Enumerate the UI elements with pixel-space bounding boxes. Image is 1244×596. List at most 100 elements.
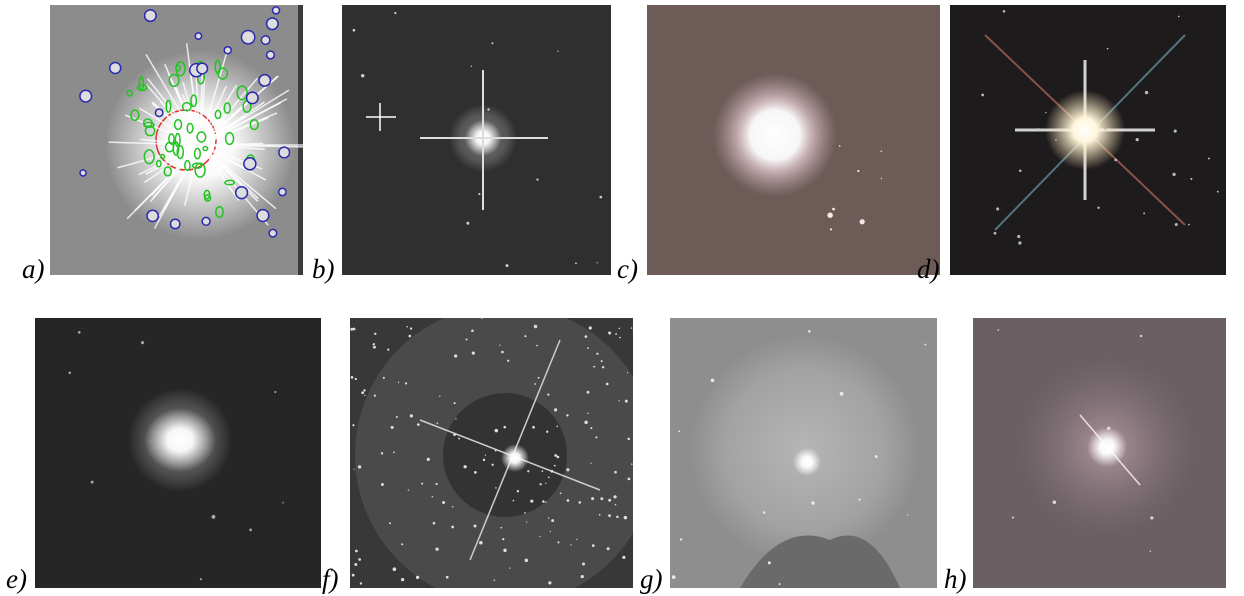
decoration xyxy=(396,416,398,418)
decoration xyxy=(557,541,559,543)
decoration xyxy=(996,207,999,210)
decoration xyxy=(608,499,611,502)
decoration xyxy=(832,208,835,211)
decoration xyxy=(1107,48,1109,50)
decoration xyxy=(1019,170,1022,173)
decoration xyxy=(408,335,411,338)
decoration xyxy=(1104,128,1106,130)
decoration xyxy=(1136,138,1139,141)
decoration xyxy=(110,63,121,74)
panel-label: c) xyxy=(617,254,638,284)
decoration xyxy=(1097,207,1099,209)
panel-image xyxy=(35,318,321,588)
decoration xyxy=(279,188,286,195)
decoration xyxy=(1012,517,1014,519)
decoration xyxy=(394,12,396,14)
decoration xyxy=(80,90,92,102)
decoration xyxy=(581,575,584,578)
decoration xyxy=(487,108,489,110)
decoration xyxy=(619,400,620,401)
panel-label: d) xyxy=(917,254,940,284)
decoration xyxy=(811,501,815,505)
decoration xyxy=(1145,91,1148,94)
decoration xyxy=(1217,191,1219,193)
decoration xyxy=(200,578,202,580)
decoration xyxy=(432,496,433,497)
decoration xyxy=(381,452,383,454)
decoration xyxy=(78,331,81,334)
decoration xyxy=(463,465,466,468)
decoration xyxy=(1017,235,1020,238)
decoration xyxy=(607,547,610,550)
decoration xyxy=(557,51,558,52)
decoration xyxy=(408,489,409,490)
decoration xyxy=(471,66,472,67)
decoration xyxy=(554,465,556,467)
decoration xyxy=(591,497,594,500)
decoration xyxy=(381,483,384,486)
decoration xyxy=(881,178,882,179)
decoration xyxy=(597,262,598,263)
decoration xyxy=(427,458,430,461)
decoration xyxy=(545,483,546,484)
decoration xyxy=(472,351,475,354)
decoration xyxy=(353,469,354,470)
decoration xyxy=(593,366,595,368)
decoration xyxy=(417,423,420,426)
decoration xyxy=(202,217,210,225)
decoration xyxy=(536,178,538,180)
decoration xyxy=(526,521,527,522)
panel-label: f) xyxy=(322,564,339,594)
decoration xyxy=(267,51,275,59)
decoration xyxy=(261,36,269,44)
decoration xyxy=(1190,178,1192,180)
decoration xyxy=(393,452,395,454)
decoration xyxy=(1178,16,1180,18)
decoration xyxy=(358,465,361,468)
decoration xyxy=(147,210,158,221)
decoration xyxy=(212,515,216,519)
decoration xyxy=(827,212,833,218)
decoration xyxy=(436,423,438,425)
decoration xyxy=(608,331,611,334)
decoration xyxy=(575,262,577,264)
decoration xyxy=(503,426,506,429)
decoration xyxy=(584,421,587,424)
decoration xyxy=(1114,159,1117,162)
decoration xyxy=(363,389,365,391)
decoration xyxy=(244,158,256,170)
decoration xyxy=(249,529,252,532)
decoration xyxy=(768,561,771,564)
decoration xyxy=(534,383,536,385)
decoration xyxy=(530,500,533,503)
decoration xyxy=(451,526,454,529)
decoration xyxy=(155,109,163,117)
decoration xyxy=(509,568,510,569)
decoration xyxy=(536,345,538,347)
decoration xyxy=(587,347,589,349)
decoration xyxy=(495,487,497,489)
decoration xyxy=(606,383,609,386)
decoration xyxy=(454,402,456,404)
decoration xyxy=(551,519,554,522)
decoration xyxy=(421,483,423,485)
decoration xyxy=(352,424,354,426)
decoration xyxy=(481,318,482,319)
decoration xyxy=(1150,516,1153,519)
decoration xyxy=(352,574,355,577)
decoration xyxy=(452,506,453,507)
decoration xyxy=(566,468,569,471)
decoration xyxy=(361,391,364,394)
decoration xyxy=(507,360,509,362)
decoration xyxy=(548,517,549,518)
decoration xyxy=(401,543,403,545)
decoration xyxy=(478,193,480,195)
decoration xyxy=(1106,441,1107,442)
decoration xyxy=(538,377,540,379)
decoration xyxy=(393,567,397,571)
decoration xyxy=(354,563,357,566)
decoration xyxy=(439,396,440,397)
decoration xyxy=(614,471,617,474)
decoration xyxy=(608,514,611,517)
panel-image xyxy=(950,5,1226,275)
